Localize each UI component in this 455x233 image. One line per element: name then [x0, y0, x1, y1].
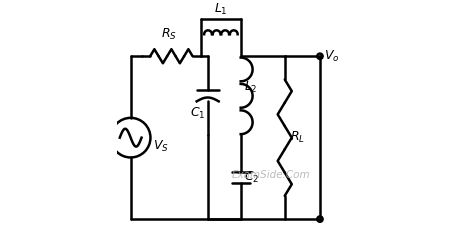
- Text: ExamSide.Com: ExamSide.Com: [232, 170, 311, 180]
- Text: $C_1$: $C_1$: [190, 106, 206, 121]
- Text: $L_2$: $L_2$: [244, 79, 258, 95]
- Text: $L_1$: $L_1$: [214, 1, 228, 17]
- Text: $V_S$: $V_S$: [153, 139, 168, 154]
- Text: $C_2$: $C_2$: [244, 170, 259, 185]
- Text: $V_o$: $V_o$: [324, 49, 340, 64]
- Text: $R_L$: $R_L$: [290, 130, 305, 145]
- Text: $R_S$: $R_S$: [161, 27, 177, 42]
